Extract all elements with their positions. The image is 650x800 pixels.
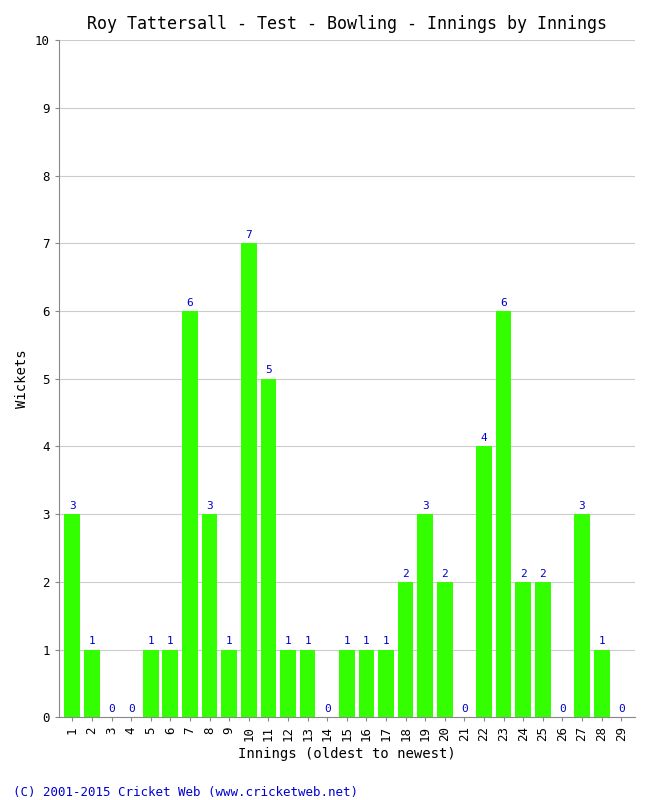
Text: 0: 0: [461, 704, 468, 714]
Bar: [359, 650, 374, 718]
Text: 1: 1: [383, 636, 389, 646]
Bar: [515, 582, 531, 718]
Text: 1: 1: [167, 636, 174, 646]
Text: 3: 3: [206, 501, 213, 511]
Bar: [535, 582, 551, 718]
Text: 7: 7: [246, 230, 252, 240]
Bar: [378, 650, 394, 718]
Text: 1: 1: [598, 636, 605, 646]
Text: 1: 1: [304, 636, 311, 646]
Text: 1: 1: [363, 636, 370, 646]
Bar: [202, 514, 217, 718]
Bar: [574, 514, 590, 718]
Bar: [221, 650, 237, 718]
Text: 1: 1: [88, 636, 96, 646]
Bar: [64, 514, 80, 718]
Text: 2: 2: [402, 569, 409, 578]
Bar: [594, 650, 610, 718]
Bar: [476, 446, 492, 718]
Bar: [417, 514, 433, 718]
Text: 0: 0: [618, 704, 625, 714]
Text: 1: 1: [148, 636, 154, 646]
Text: 3: 3: [422, 501, 428, 511]
Bar: [261, 378, 276, 718]
Bar: [143, 650, 159, 718]
X-axis label: Innings (oldest to newest): Innings (oldest to newest): [238, 747, 456, 761]
Text: 1: 1: [226, 636, 233, 646]
Text: 2: 2: [540, 569, 546, 578]
Text: 1: 1: [285, 636, 291, 646]
Bar: [496, 311, 512, 718]
Text: 0: 0: [559, 704, 566, 714]
Text: 3: 3: [578, 501, 586, 511]
Text: 0: 0: [128, 704, 135, 714]
Bar: [300, 650, 315, 718]
Text: 3: 3: [69, 501, 75, 511]
Text: (C) 2001-2015 Cricket Web (www.cricketweb.net): (C) 2001-2015 Cricket Web (www.cricketwe…: [13, 786, 358, 799]
Bar: [241, 243, 257, 718]
Text: 0: 0: [108, 704, 115, 714]
Bar: [398, 582, 413, 718]
Text: 6: 6: [500, 298, 507, 308]
Bar: [182, 311, 198, 718]
Text: 0: 0: [324, 704, 331, 714]
Bar: [339, 650, 355, 718]
Text: 5: 5: [265, 366, 272, 375]
Title: Roy Tattersall - Test - Bowling - Innings by Innings: Roy Tattersall - Test - Bowling - Inning…: [87, 15, 607, 33]
Bar: [437, 582, 452, 718]
Text: 1: 1: [343, 636, 350, 646]
Bar: [280, 650, 296, 718]
Bar: [162, 650, 178, 718]
Text: 6: 6: [187, 298, 193, 308]
Text: 2: 2: [520, 569, 526, 578]
Y-axis label: Wickets: Wickets: [15, 350, 29, 408]
Bar: [84, 650, 99, 718]
Text: 2: 2: [441, 569, 448, 578]
Text: 4: 4: [480, 433, 488, 443]
